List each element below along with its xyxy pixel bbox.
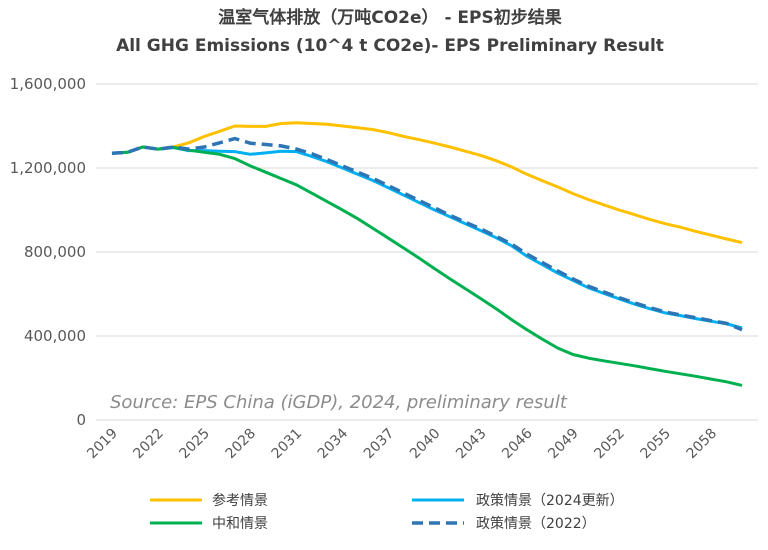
series-line-1 — [111, 121, 743, 245]
legend-label: 参考情景 — [212, 492, 268, 509]
y-tick-label: 0 — [76, 411, 86, 429]
source-annotation: Source: EPS China (iGDP), 2024, prelimin… — [110, 392, 568, 413]
x-tick-label: 2040 — [407, 426, 444, 463]
y-tick-label: 800,000 — [24, 243, 86, 261]
y-tick-label: 1,600,000 — [10, 75, 86, 93]
x-tick-label: 2028 — [223, 426, 260, 463]
x-tick-label: 2019 — [84, 426, 121, 463]
x-tick-label: 2037 — [361, 426, 398, 463]
series-line-4 — [111, 136, 743, 332]
x-tick-label: 2058 — [684, 426, 721, 463]
x-tick-label: 2031 — [269, 426, 306, 463]
y-axis-ticks: 0 400,000 800,000 1,200,000 1,600,000 — [10, 75, 86, 429]
x-tick-label: 2022 — [130, 426, 167, 463]
legend-label: 中和情景 — [212, 516, 268, 532]
series-line-3 — [111, 145, 743, 387]
legend-label: 政策情景（2022） — [476, 515, 596, 532]
grid-lines — [96, 83, 758, 421]
legend-label: 政策情景（2024更新） — [476, 492, 624, 509]
series-lines — [111, 121, 743, 387]
x-tick-label: 2034 — [315, 425, 352, 462]
y-tick-label: 1,200,000 — [10, 159, 86, 177]
legend: 参考情景 政策情景（2024更新） 中和情景 政策情景（2022） — [150, 492, 624, 532]
x-tick-label: 2049 — [545, 426, 582, 463]
x-tick-label: 2055 — [637, 426, 674, 463]
x-tick-label: 2046 — [499, 425, 536, 462]
series-line-2 — [111, 145, 743, 330]
x-tick-label: 2052 — [591, 426, 628, 463]
x-tick-label: 2043 — [453, 426, 490, 463]
chart-title: 温室气体排放（万吨CO2e） - EPS初步结果 — [218, 7, 562, 28]
chart-subtitle: All GHG Emissions (10^4 t CO2e)- EPS Pre… — [116, 36, 664, 56]
y-tick-label: 400,000 — [24, 327, 86, 345]
x-tick-label: 2025 — [177, 426, 214, 463]
x-axis-ticks: 2019 2022 2025 2028 2031 2034 2037 2040 2043 2046… — [84, 425, 720, 462]
